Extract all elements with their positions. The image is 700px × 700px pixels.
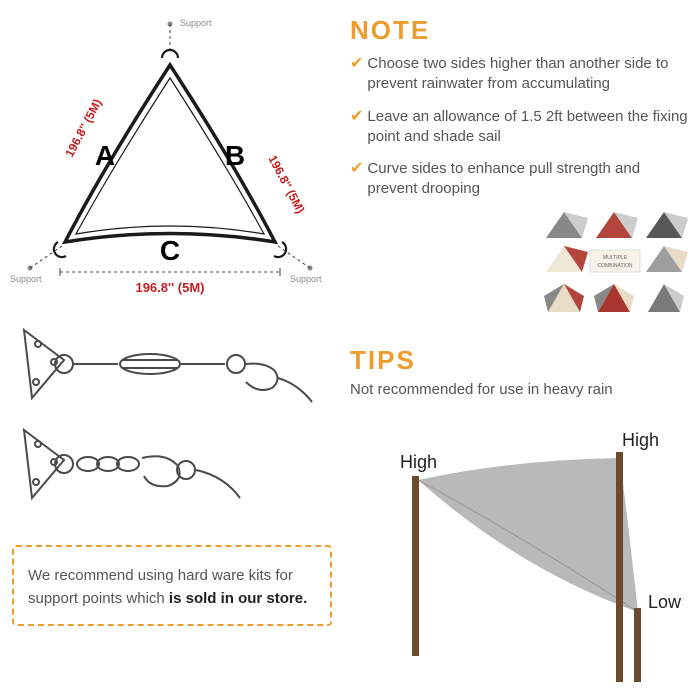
check-icon: ✔ [350, 54, 363, 73]
check-icon: ✔ [350, 159, 363, 178]
pole-label-high: High [622, 430, 659, 451]
tips-heading: TIPS [350, 345, 690, 376]
note-heading: NOTE [350, 15, 690, 46]
tips-text: Not recommended for use in heavy rain [350, 380, 690, 400]
svg-text:Support: Support [10, 274, 42, 284]
svg-text:196.8'' (5M): 196.8'' (5M) [135, 280, 204, 295]
svg-text:196.8'' (5M): 196.8'' (5M) [265, 153, 307, 216]
recommend-strong-text: is sold in our store. [169, 590, 307, 607]
color-combination-swatches: MULTIPLE COMBINATION [540, 210, 690, 345]
check-icon: ✔ [350, 107, 363, 126]
svg-text:MULTIPLE: MULTIPLE [603, 255, 628, 261]
svg-text:A: A [95, 140, 115, 171]
note-item-text: Choose two sides higher than another sid… [367, 54, 690, 95]
svg-text:Support: Support [290, 274, 322, 284]
note-item-text: Curve sides to enhance pull strength and… [367, 159, 690, 200]
triangle-dimension-diagram: Support Support Support A B C 19 [10, 10, 330, 300]
svg-text:B: B [225, 140, 245, 171]
installation-height-illustration: High High Low [370, 430, 690, 690]
hardware-illustration [10, 320, 330, 510]
svg-text:COMBINATION: COMBINATION [598, 263, 633, 269]
note-section: NOTE ✔ Choose two sides higher than anot… [350, 15, 690, 212]
support-label: Support [180, 18, 212, 28]
note-item-text: Leave an allowance of 1.5 2ft between th… [367, 107, 690, 148]
recommendation-box: We recommend using hard ware kits for su… [12, 545, 332, 626]
pole-label-low: Low [648, 592, 681, 613]
tips-section: TIPS Not recommended for use in heavy ra… [350, 345, 690, 400]
svg-text:C: C [160, 235, 180, 266]
pole-label-high: High [400, 452, 437, 473]
